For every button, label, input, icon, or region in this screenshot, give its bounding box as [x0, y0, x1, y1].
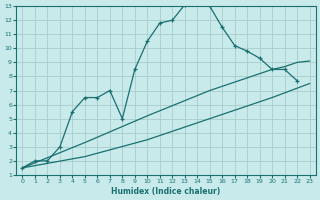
X-axis label: Humidex (Indice chaleur): Humidex (Indice chaleur) — [111, 187, 221, 196]
